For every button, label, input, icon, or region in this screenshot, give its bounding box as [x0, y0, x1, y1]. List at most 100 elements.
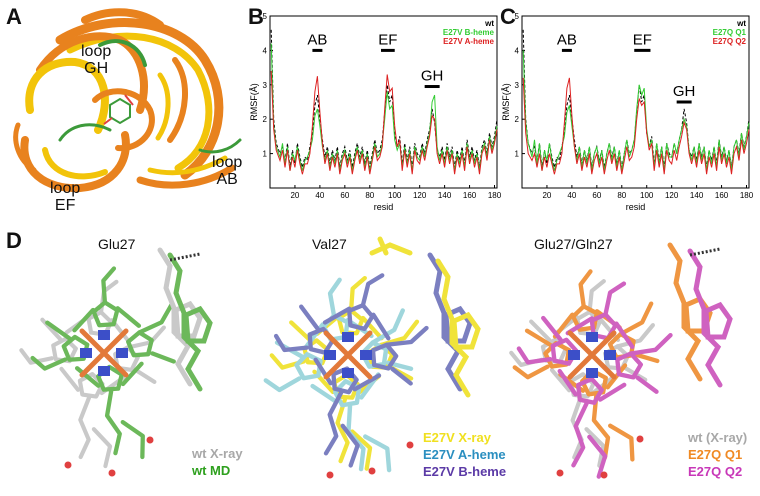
legend-e27v-a-heme: E27V A-heme: [423, 447, 506, 462]
oxygen-atom: [146, 436, 154, 444]
nitrogen-atom: [360, 350, 372, 360]
y-axis-label: RMSF(Å): [249, 83, 259, 121]
legend-e27q-q1: E27Q Q1: [688, 447, 743, 462]
oxygen-atom: [64, 461, 72, 469]
legend-wt-md: wt MD: [192, 463, 231, 478]
series-line-e27q-q2: [522, 77, 750, 175]
legend-entry: E27V A-heme: [443, 37, 494, 46]
oxygen-atom: [556, 469, 564, 477]
val27-top-fragment: [369, 236, 413, 256]
legend-e27v-xray: E27V X-ray: [423, 430, 491, 445]
x-tick-label: 60: [340, 191, 349, 200]
beta-barrel-ribbons: [13, 8, 242, 193]
x-tick-label: 20: [542, 191, 551, 200]
iron-center: [323, 330, 373, 380]
heme-e27q-q2: [516, 281, 673, 479]
x-axis-label: resid: [374, 202, 394, 212]
y-tick-label: 2: [515, 115, 520, 124]
oxygen-atom: [636, 435, 644, 443]
x-tick-label: 20: [290, 191, 299, 200]
nitrogen-atom: [604, 350, 616, 360]
panel-letter-b: B: [248, 4, 264, 29]
heme-in-barrel: [103, 94, 134, 125]
iron-center: [79, 328, 129, 378]
val27-b-sidechain: [427, 252, 473, 392]
oxygen-atom: [368, 467, 376, 475]
oxygen-atom: [108, 469, 116, 477]
x-tick-label: 140: [438, 191, 452, 200]
legend-entry: E27V B-heme: [443, 28, 495, 37]
legend-entry: E27Q Q2: [713, 37, 747, 46]
region-label-ab: AB: [557, 31, 577, 48]
nitrogen-atom: [98, 366, 110, 376]
legend-wt-xray: wt X-ray: [192, 446, 243, 461]
x-tick-label: 160: [463, 191, 477, 200]
glu27-gln27-title: Glu27/Gln27: [534, 236, 613, 252]
gln27-q2-sidechain: [687, 248, 733, 388]
nitrogen-atom: [586, 332, 598, 342]
x-tick-label: 180: [488, 191, 502, 200]
heme-e27v-b: [273, 273, 429, 468]
panel-letter-a: A: [6, 4, 22, 29]
nitrogen-atom: [342, 368, 354, 378]
glu27-md-sidechain: [167, 252, 213, 392]
oxygen-atom: [406, 441, 414, 449]
glu27-xray-sidechain: [157, 247, 203, 387]
val27-title: Val27: [312, 236, 347, 252]
legend-entry: wt: [736, 19, 746, 28]
y-tick-label: 3: [515, 81, 520, 90]
plot-frame: [521, 15, 750, 189]
panel-letter-c: C: [500, 4, 516, 29]
x-tick-label: 120: [665, 191, 679, 200]
x-tick-label: 60: [592, 191, 601, 200]
panel-letter-d: D: [6, 228, 22, 253]
plot-frame: [269, 15, 498, 189]
nitrogen-atom: [116, 348, 128, 358]
legend-wt-xray-2: wt (X-ray): [688, 430, 748, 445]
region-label-gh: GH: [421, 68, 444, 85]
series-line-e27q-q1: [522, 50, 750, 171]
legend-e27v-b-heme: E27V B-heme: [423, 464, 507, 479]
nitrogen-atom: [586, 368, 598, 378]
x-tick-label: 100: [388, 191, 402, 200]
legend-entry: E27Q Q1: [713, 28, 747, 37]
loop-ab-label: loop AB: [212, 154, 243, 188]
x-tick-label: 80: [365, 191, 374, 200]
x-tick-label: 40: [567, 191, 576, 200]
y-tick-label: 3: [263, 81, 268, 90]
region-label-ab: AB: [307, 31, 327, 48]
region-label-ef: EF: [378, 31, 397, 48]
nitrogen-atom: [80, 348, 92, 358]
x-axis-label: resid: [626, 202, 646, 212]
y-tick-label: 5: [515, 12, 520, 21]
nitrogen-atom: [568, 350, 580, 360]
y-tick-label: 1: [515, 150, 520, 159]
oxygen-atom: [600, 471, 608, 479]
nitrogen-atom: [324, 350, 336, 360]
glu27-title: Glu27: [98, 236, 136, 252]
region-label-ef: EF: [633, 31, 652, 48]
nitrogen-atom: [98, 330, 110, 340]
x-tick-label: 120: [413, 191, 427, 200]
iron-center: [567, 330, 617, 380]
rmsf-chart-e27v: 20 40 60 80 100 120 140 160 180 1 2 3 4 5 resid RMSF(Å)…: [249, 12, 502, 212]
rmsf-chart-e27q: 20 40 60 80 100 120 140 160 180 1 2 3 4 5 resid RMSF(Å)…: [501, 12, 754, 212]
legend-entry: wt: [484, 19, 494, 28]
x-tick-label: 100: [640, 191, 654, 200]
series-line-e27v-a-heme: [270, 70, 498, 175]
x-tick-label: 80: [617, 191, 626, 200]
loop-gh-label: loop GH: [81, 43, 112, 77]
x-tick-label: 160: [715, 191, 729, 200]
loop-ef-label: loop EF: [50, 180, 81, 214]
legend-e27q-q2: E27Q Q2: [688, 464, 743, 479]
x-tick-label: 180: [740, 191, 754, 200]
hbond-line: [169, 252, 201, 262]
protein-structure-image: [13, 8, 242, 193]
y-tick-label: 2: [263, 115, 268, 124]
heme-overlay-image: [19, 236, 733, 479]
val27-xray-sidechain: [435, 258, 481, 398]
y-tick-label: 4: [515, 46, 520, 55]
oxygen-atom: [326, 471, 334, 479]
y-axis-label: RMSF(Å): [501, 83, 511, 121]
series-line-e27v-b-heme: [270, 43, 498, 171]
